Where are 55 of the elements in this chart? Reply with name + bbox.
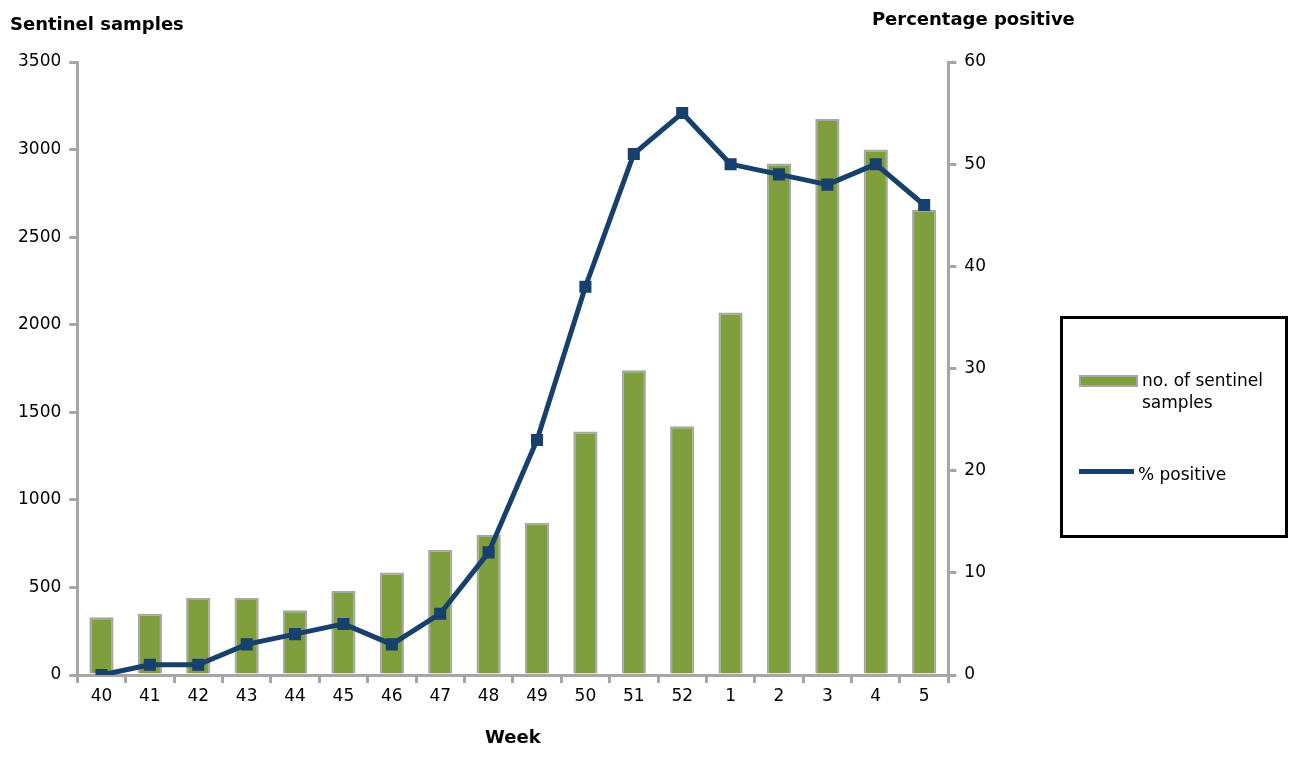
x-tick-label: 1	[725, 684, 737, 705]
y-tick-label: 2500	[18, 225, 62, 246]
x-tick-label: 3	[821, 684, 833, 705]
x-tick-label: 4	[870, 684, 882, 705]
point	[240, 638, 253, 651]
x-axis-title: Week	[485, 725, 542, 747]
x-tick-label: 46	[381, 684, 403, 705]
x-tick-label: 50	[574, 684, 597, 705]
y2-tick-label: 60	[964, 50, 987, 71]
y-tick-label: 3000	[18, 137, 62, 158]
legend-label: % positive	[1138, 463, 1227, 485]
x-tick-label: 2	[773, 684, 785, 705]
point	[627, 147, 640, 160]
x-tick-label: 51	[622, 684, 645, 705]
point	[385, 638, 398, 651]
y-axis-title: Sentinel samples	[10, 13, 184, 34]
x-tick-label: 40	[90, 684, 113, 705]
x-tick-label: 48	[477, 684, 500, 705]
y2-tick-label: 0	[964, 663, 976, 684]
y2-tick-label: 10	[964, 561, 987, 582]
x-tick-label: 52	[671, 684, 694, 705]
y2-tick-label: 30	[964, 356, 987, 377]
point	[143, 658, 156, 671]
x-tick-label: 41	[139, 684, 161, 705]
y-tick-label: 1500	[18, 400, 62, 421]
point	[482, 546, 495, 559]
point	[821, 178, 834, 191]
point	[772, 168, 786, 181]
x-tick-label: 47	[429, 684, 452, 705]
x-tick-label: 45	[332, 684, 355, 705]
x-tick-label: 43	[235, 684, 258, 705]
x-tick-label: 42	[187, 684, 210, 705]
y-tick-label: 2000	[18, 313, 62, 334]
y-tick-label: 1000	[18, 488, 62, 509]
x-tick-label: 49	[526, 684, 548, 705]
point	[676, 107, 689, 120]
y2-tick-label: 40	[964, 254, 987, 275]
point	[192, 658, 205, 671]
y2-tick-label: 20	[964, 459, 987, 480]
x-tick-label: 44	[284, 684, 306, 705]
legend-label: no. of sentinel samples	[1142, 369, 1264, 413]
y-tick-label: 0	[50, 663, 62, 684]
point	[724, 158, 737, 171]
y2-axis-title: Percentage positive	[871, 8, 1075, 29]
point	[289, 628, 302, 641]
point	[337, 617, 350, 630]
y-tick-label: 3500	[18, 50, 62, 71]
y-tick-label: 500	[28, 575, 62, 596]
y2-tick-label: 50	[964, 152, 987, 173]
point	[434, 607, 447, 620]
point	[918, 199, 931, 212]
point	[530, 433, 544, 447]
x-tick-label: 5	[918, 684, 930, 705]
point	[579, 280, 592, 293]
point	[869, 158, 882, 171]
